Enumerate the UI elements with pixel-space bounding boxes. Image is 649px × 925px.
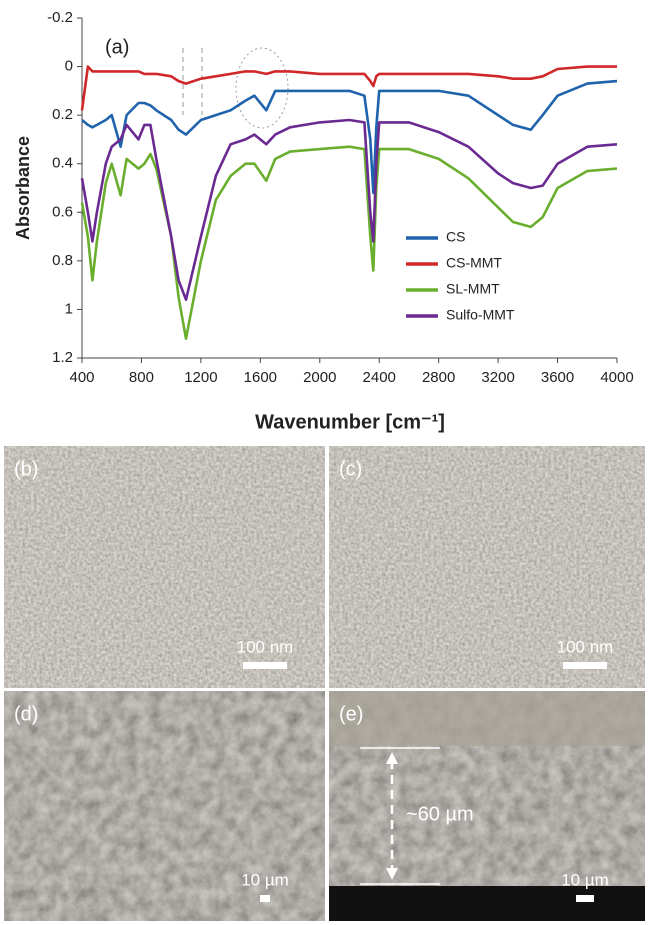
x-tick-label: 1600 [244,369,277,386]
x-tick-label: 4000 [600,369,633,386]
scale-label: 100 nm [557,637,614,656]
y-tick-label: 0.4 [52,155,73,172]
y-tick-label: -0.2 [47,9,73,26]
x-tick-label: 3200 [481,369,514,386]
series-line [82,67,617,111]
series-line [82,81,617,193]
panel-label: (e) [339,703,363,725]
y-tick-label: 0.8 [52,252,73,269]
scale-bar [563,662,607,669]
y-tick-label: 0 [65,58,73,75]
thickness-label: ~60 µm [406,803,474,825]
y-tick-label: 0.6 [52,203,73,220]
panel-label: (a) [105,36,129,58]
x-tick-label: 2400 [363,369,396,386]
y-tick-label: 1.2 [52,349,73,366]
x-tick-label: 2000 [303,369,336,386]
legend-label: CS-MMT [446,255,502,271]
panel-label: (c) [339,458,362,480]
x-tick-label: 800 [129,369,154,386]
panel-label: (d) [14,703,38,725]
x-tick-label: 3600 [541,369,574,386]
panel-label: (b) [14,458,38,480]
legend-label: Sulfo-MMT [446,307,515,323]
legend-label: CS [446,229,465,245]
y-tick-label: 1 [65,300,73,317]
x-tick-label: 2800 [422,369,455,386]
scale-bar [243,662,287,669]
x-axis-label: Wavenumber [cm⁻¹] [255,411,445,433]
scale-label: 100 nm [237,637,294,656]
highlight-ellipse [236,48,288,128]
scale-bar [576,895,594,902]
y-tick-label: 0.2 [52,106,73,123]
legend-label: SL-MMT [446,281,500,297]
series-line [82,147,617,339]
y-axis-label: Absorbance [13,136,33,240]
x-tick-label: 1200 [184,369,217,386]
x-tick-label: 400 [69,369,94,386]
film-surface [329,691,645,746]
substrate [329,886,645,921]
figure: (a) Absorbance Wavenumber [cm⁻¹] ~60 µm … [0,0,649,925]
scale-label: 10 µm [561,870,609,889]
scale-bar [260,895,270,902]
scale-label: 10 µm [241,870,289,889]
